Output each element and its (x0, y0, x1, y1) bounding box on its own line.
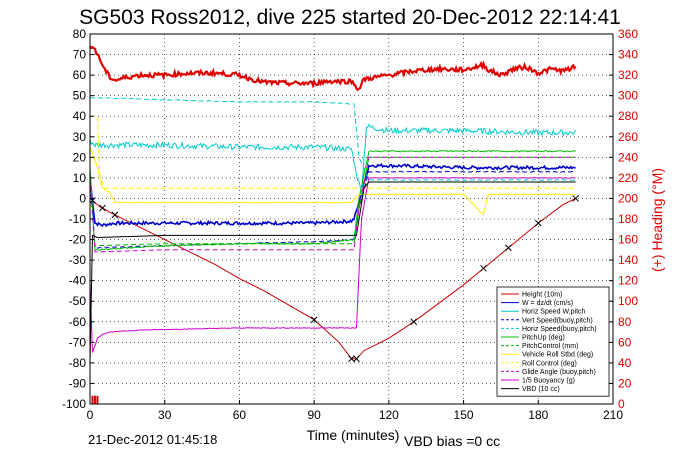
series-line-pitch (90, 149, 576, 251)
tick-label-bottom: 30 (158, 408, 172, 422)
tick-label-bottom: 120 (379, 408, 399, 422)
tick-label-left: 50 (73, 89, 87, 103)
tick-label-bottom: 180 (528, 408, 548, 422)
legend-label-pitch_control: PitchControl (mm) (522, 343, 578, 350)
tick-label-right: 160 (618, 233, 638, 247)
tick-label-right: 100 (618, 294, 638, 308)
tick-label-left: 60 (73, 68, 87, 82)
y-axis-right: 0 20 40 60 80 100 120 140 160 180 200 220 240 260 280 3… (609, 27, 638, 411)
series-line-vbd (90, 181, 576, 363)
plot-area (90, 45, 579, 404)
x-axis-label: Time (minutes) (307, 427, 400, 443)
series-line-roll_control (90, 115, 576, 189)
height-marker (348, 355, 355, 363)
legend-label-vbd: VBD (10 cc) (522, 386, 560, 393)
footer-date: 21-Dec-2012 01:45:18 (88, 432, 217, 447)
legend-box (496, 286, 610, 397)
height-marker (353, 355, 360, 363)
series-line-horiz_w (90, 123, 577, 196)
height-marker (310, 316, 318, 324)
tick-label-right: 240 (618, 150, 638, 164)
chart-title: SG503 Ross2012, dive 225 started 20-Dec-… (79, 6, 621, 29)
series-line-w (90, 162, 576, 228)
tick-label-right: 80 (618, 315, 632, 329)
tick-label-left: 20 (73, 150, 87, 164)
series-layer (90, 45, 579, 404)
tick-label-left: -100 (62, 397, 86, 411)
tick-label-left: -70 (69, 335, 87, 349)
tick-label-right: 300 (618, 89, 638, 103)
tick-label-bottom: 0 (87, 408, 94, 422)
height-marker (410, 318, 418, 326)
tick-label-left: 80 (73, 27, 87, 41)
series-line-vert_buoy (90, 170, 576, 249)
tick-label-right: 360 (618, 27, 638, 41)
tick-label-left: -60 (69, 315, 87, 329)
legend-label-glide: Glide Angle (buoy,pitch) (522, 369, 596, 376)
tick-label-right: 40 (618, 356, 632, 370)
series-line-pitch_control (90, 156, 576, 247)
tick-label-right: 340 (618, 48, 638, 62)
tick-label-left: -80 (69, 356, 87, 370)
tick-label-left: 30 (73, 130, 87, 144)
tick-label-right: 180 (618, 212, 638, 226)
tick-label-left: -20 (69, 233, 87, 247)
tick-label-right: 120 (618, 274, 638, 288)
tick-label-right: 140 (618, 253, 638, 267)
height-marker (505, 244, 512, 252)
tick-label-left: 70 (73, 48, 87, 62)
tick-label-right: 320 (618, 68, 638, 82)
tick-label-right: 280 (618, 109, 638, 123)
tick-label-left: 10 (73, 171, 87, 185)
height-marker (572, 195, 579, 202)
series-line-roll (90, 147, 576, 216)
legend: Height (10m)W = dz/dt (cm/s) Horiz Speed … (496, 286, 610, 397)
footer-vbd-bias: VBD bias =0 cc (404, 433, 500, 449)
series-line-heading (90, 45, 577, 92)
tick-label-right: 0 (618, 397, 625, 411)
y-axis-right-label: (+) Heading (°M) (649, 168, 665, 272)
series-line-buoyancy (90, 177, 576, 353)
series-line-height (90, 197, 576, 360)
x-axis: 0 30 60 90 120 150 180 210 (87, 400, 623, 422)
tick-label-left: -90 (69, 376, 87, 390)
tick-label-bottom: 150 (454, 408, 474, 422)
height-marker (480, 264, 487, 272)
series-line-glide (90, 156, 576, 253)
tick-label-left: -30 (69, 253, 87, 267)
tick-label-left: 40 (73, 109, 87, 123)
tick-label-right: 260 (618, 130, 638, 144)
tick-label-left: 0 (79, 191, 86, 205)
tick-label-right: 220 (618, 171, 638, 185)
legend-label-buoyancy: 1/5 Buoyancy (g) (522, 378, 575, 385)
tick-label-right: 20 (618, 376, 632, 390)
legend-label-vert_buoy: Vert Speed(buoy,pitch) (522, 317, 593, 324)
legend-label-pitch: PitchUp (deg) (522, 335, 565, 342)
tick-label-left: -40 (69, 274, 87, 288)
legend-label-height: Height (10m) (522, 292, 562, 299)
tick-label-bottom: 210 (603, 408, 623, 422)
tick-label-right: 60 (618, 335, 632, 349)
height-marker (534, 219, 542, 227)
legend-label-horiz_buoy: Horiz Speed(buoy,pitch) (522, 326, 597, 333)
tick-label-left: -10 (69, 212, 87, 226)
tick-label-right: 200 (618, 191, 638, 205)
tick-label-bottom: 60 (233, 408, 247, 422)
tick-label-bottom: 90 (307, 408, 321, 422)
tick-label-left: -50 (69, 294, 87, 308)
legend-label-horiz_w: Horiz Speed W,pitch (522, 309, 586, 316)
series-line-horiz_buoy (90, 97, 576, 181)
height-marker (99, 204, 106, 212)
y-axis-left: -100-90-80-70-60-50-40-30-20-10010203040… (62, 27, 94, 411)
legend-label-w: W = dz/dt (cm/s) (522, 300, 573, 307)
legend-label-roll: Vehicle Roll Stbd (deg) (522, 352, 593, 359)
legend-label-roll_control: Roll Control (deg) (522, 360, 577, 367)
height-marker (111, 211, 119, 219)
